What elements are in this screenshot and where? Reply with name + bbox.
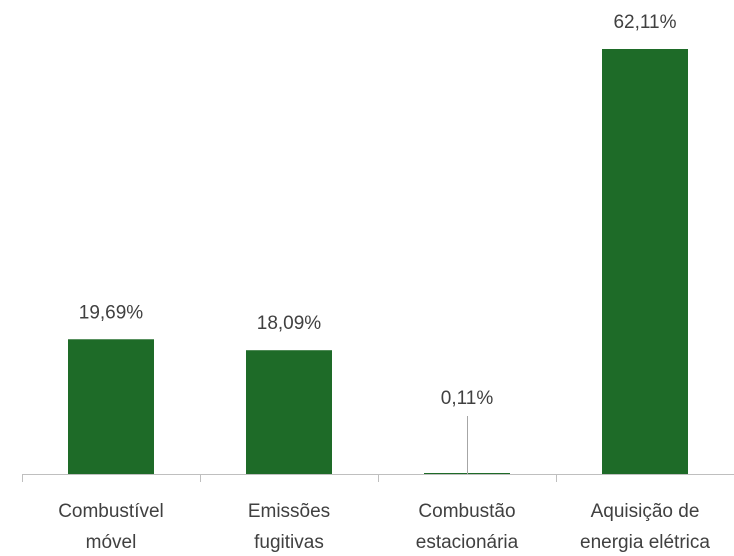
bars-group <box>68 49 688 474</box>
bar <box>602 49 688 474</box>
x-axis <box>22 416 734 482</box>
x-tick-label: fugitivas <box>254 532 324 553</box>
bar <box>246 350 332 474</box>
x-tick-label: estacionária <box>416 532 519 553</box>
x-tick-label: Combustão <box>418 501 515 522</box>
data-label: 62,11% <box>613 12 676 33</box>
x-tick-label: energia elétrica <box>580 532 710 553</box>
x-tick-label: Combustível <box>58 501 164 522</box>
x-tick-label: Emissões <box>248 501 330 522</box>
data-label: 19,69% <box>79 302 144 323</box>
x-tick-label: móvel <box>86 532 137 553</box>
data-label: 0,11% <box>441 388 494 409</box>
bar <box>68 339 154 474</box>
x-tick-labels-group: Combustível móvel Emissões fugitivas Combust… <box>58 501 710 553</box>
data-labels-group: 19,69% 18,09% 0,11% 62,11% <box>79 12 677 409</box>
x-tick-label: Aquisição de <box>591 501 700 522</box>
data-label: 18,09% <box>257 313 322 334</box>
